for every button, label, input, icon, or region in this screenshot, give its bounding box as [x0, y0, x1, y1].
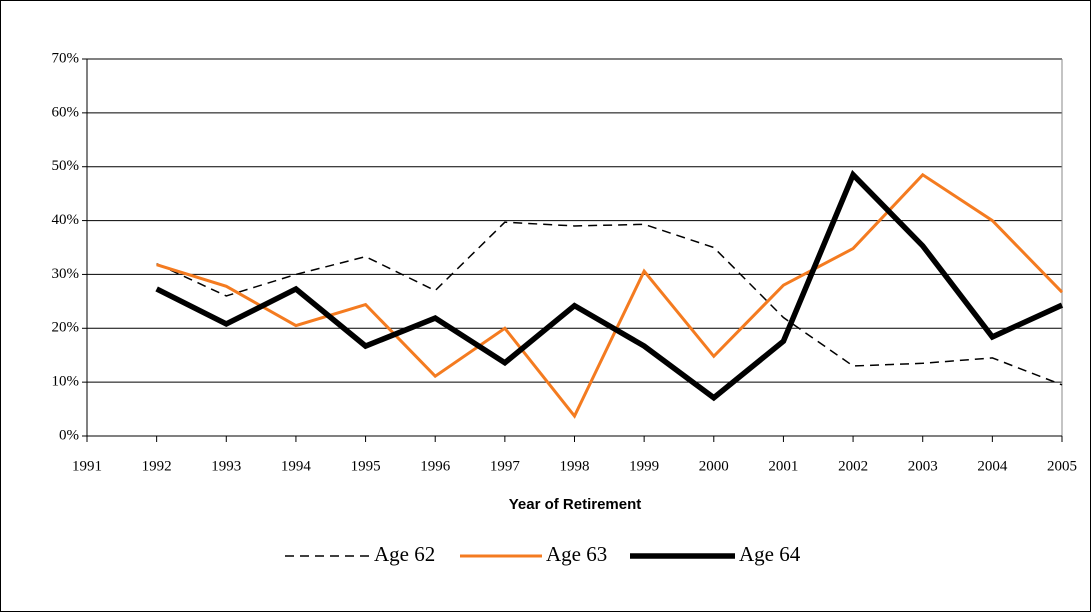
y-tick-label: 0% — [59, 427, 79, 443]
y-tick-label: 10% — [52, 374, 80, 390]
x-tick-label: 2000 — [699, 458, 729, 474]
x-tick-label: 1991 — [72, 458, 102, 474]
y-tick-label: 70% — [52, 50, 80, 66]
series-line — [156, 172, 1064, 419]
legend-label: Age 64 — [739, 542, 801, 566]
legend-label: Age 63 — [546, 542, 607, 566]
x-tick-label: 2003 — [908, 458, 938, 474]
legend-label: Age 62 — [374, 542, 435, 566]
series-line — [156, 221, 1063, 386]
x-tick-label: 1999 — [629, 458, 659, 474]
y-tick-label: 60% — [52, 104, 80, 120]
y-tick-label: 50% — [52, 158, 80, 174]
x-tick-label: 1992 — [142, 458, 172, 474]
x-tick-label: 2004 — [977, 458, 1008, 474]
x-tick-label: 2005 — [1047, 458, 1077, 474]
y-tick-label: 40% — [52, 212, 80, 228]
x-tick-label: 1994 — [281, 458, 312, 474]
x-tick-label: 1993 — [211, 458, 241, 474]
y-tick-label: 30% — [52, 266, 80, 282]
x-tick-label: 1998 — [560, 458, 590, 474]
x-tick-label: 1995 — [351, 458, 381, 474]
x-tick-label: 2001 — [768, 458, 798, 474]
series-line — [155, 169, 1064, 402]
y-tick-label: 20% — [52, 320, 80, 336]
x-tick-label: 1996 — [420, 458, 451, 474]
x-tick-label: 2002 — [838, 458, 868, 474]
x-axis-title: Year of Retirement — [509, 496, 642, 513]
x-tick-label: 1997 — [490, 458, 521, 474]
